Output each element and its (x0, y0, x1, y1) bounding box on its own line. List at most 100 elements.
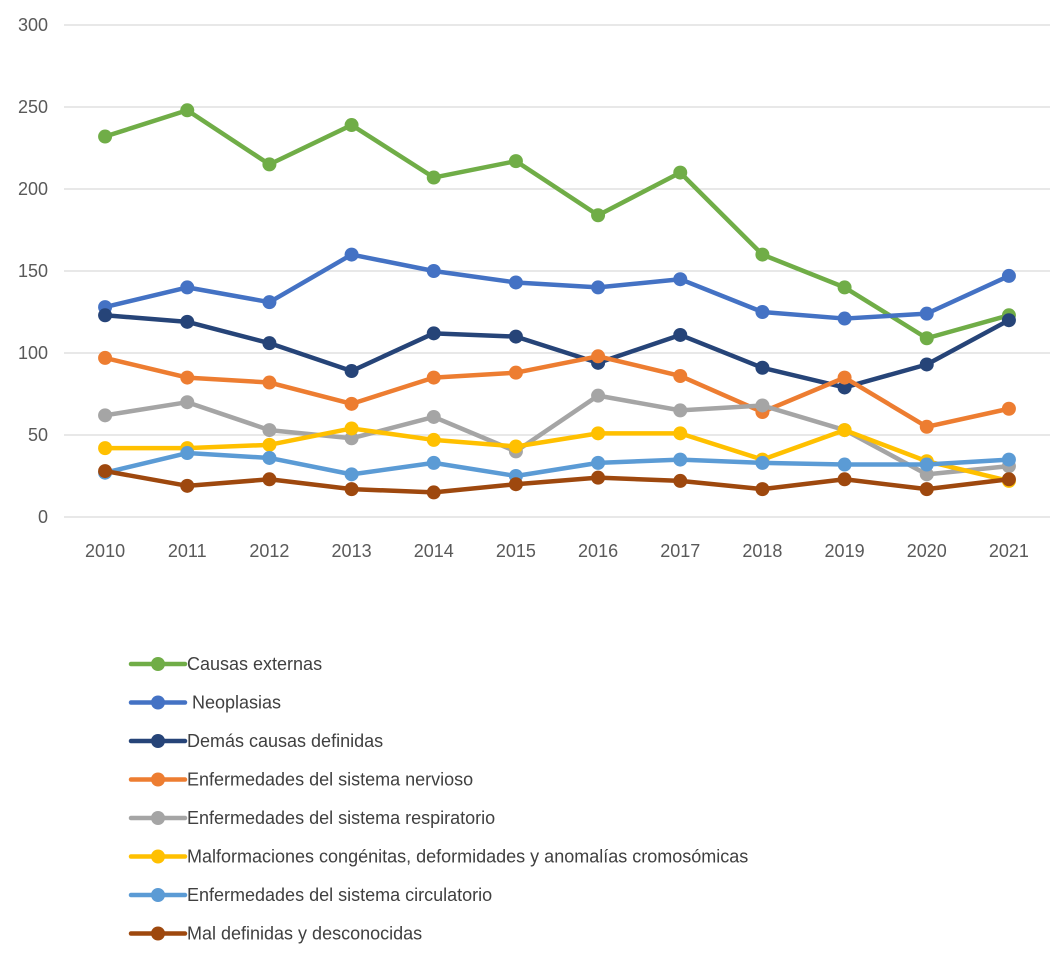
data-point (180, 280, 195, 295)
data-point (426, 326, 441, 341)
data-point (755, 247, 770, 262)
data-point (755, 482, 770, 497)
data-point (344, 467, 359, 482)
data-point (837, 311, 852, 326)
data-point (262, 450, 277, 465)
legend-item: Enfermedades del sistema respiratorio (128, 808, 495, 828)
data-point (426, 485, 441, 500)
data-point (1001, 401, 1016, 416)
data-point (344, 364, 359, 379)
data-point (673, 368, 688, 383)
data-point (591, 349, 606, 364)
series-line (102, 108, 1012, 341)
series-line (102, 450, 1012, 479)
data-point (919, 419, 934, 434)
legend-swatch-marker (151, 849, 165, 864)
series-6 (98, 446, 1016, 483)
y-tick-label: 300 (18, 15, 48, 35)
legend-swatch-marker (151, 772, 165, 787)
data-point (673, 165, 688, 180)
data-point (919, 467, 934, 482)
series-7 (98, 464, 1016, 500)
data-point (673, 272, 688, 287)
data-point (755, 305, 770, 319)
data-point (344, 482, 359, 497)
data-point (262, 336, 277, 351)
legend-item: Enfermedades del sistema circulatorio (128, 885, 492, 905)
data-point (426, 264, 441, 278)
data-point (98, 464, 113, 479)
data-point (426, 409, 441, 424)
data-point (591, 280, 606, 295)
series-0 (98, 103, 1016, 346)
data-point (180, 314, 195, 329)
data-point (673, 426, 688, 441)
series-lines (98, 103, 1016, 500)
data-point (837, 457, 852, 472)
data-point (180, 370, 195, 385)
legend-swatch-marker (151, 734, 165, 748)
x-tick-label: 2012 (249, 541, 289, 561)
data-point (426, 455, 441, 470)
legend-item: Enfermedades del sistema nervioso (128, 770, 473, 790)
data-point (344, 247, 359, 262)
legend-swatch-marker (151, 926, 165, 941)
legend-item: Neoplasias (128, 693, 281, 713)
data-point (919, 357, 934, 372)
x-tick-label: 2011 (168, 541, 207, 561)
data-point (508, 477, 523, 492)
data-point (180, 446, 195, 461)
y-tick-label: 150 (18, 261, 48, 281)
legend-label: Enfermedades del sistema respiratorio (187, 808, 495, 828)
y-tick-label: 50 (28, 425, 48, 445)
legend-label: Enfermedades del sistema nervioso (187, 770, 473, 790)
x-tick-label: 2015 (496, 541, 536, 561)
data-point (591, 455, 606, 470)
x-tick-label: 2018 (742, 541, 782, 561)
legend-swatch-marker (151, 888, 165, 902)
data-point (98, 350, 113, 365)
data-point (262, 295, 277, 310)
legend-item: Malformaciones congénitas, deformidades … (128, 847, 748, 867)
data-point (591, 470, 606, 485)
series-line (102, 252, 1012, 321)
series-line (102, 426, 1012, 484)
x-tick-label: 2013 (332, 541, 372, 561)
data-point (508, 439, 523, 454)
data-point (262, 157, 277, 172)
legend: Causas externas Neoplasias Demás causas d… (128, 654, 748, 944)
data-point (262, 437, 277, 452)
data-point (344, 396, 359, 411)
data-point (180, 478, 195, 493)
x-tick-label: 2017 (660, 541, 700, 561)
legend-label: Neoplasias (187, 693, 281, 713)
y-axis-ticks: 0 50 100 150 200 250 300 (18, 15, 48, 527)
legend-swatch-marker (151, 657, 165, 671)
legend-label: Malformaciones congénitas, deformidades … (187, 847, 748, 867)
data-point (1001, 472, 1016, 487)
data-point (755, 360, 770, 375)
y-tick-label: 200 (18, 179, 48, 199)
legend-item: Causas externas (128, 654, 322, 674)
data-point (426, 170, 441, 185)
gridlines (64, 24, 1050, 518)
data-point (344, 118, 359, 133)
data-point (919, 482, 934, 497)
data-point (262, 472, 277, 487)
x-tick-label: 2010 (85, 541, 125, 561)
series-line (102, 354, 1012, 430)
x-tick-label: 2014 (414, 541, 454, 561)
legend-label: Mal definidas y desconocidas (187, 924, 422, 944)
data-point (919, 457, 934, 472)
data-point (673, 473, 688, 488)
data-point (98, 408, 113, 423)
legend-label: Demás causas definidas (187, 731, 383, 751)
data-point (426, 432, 441, 447)
data-point (1001, 268, 1016, 283)
data-point (180, 395, 195, 410)
data-point (919, 306, 934, 321)
data-point (180, 103, 195, 118)
legend-swatch-marker (151, 811, 165, 825)
y-tick-label: 100 (18, 343, 48, 363)
